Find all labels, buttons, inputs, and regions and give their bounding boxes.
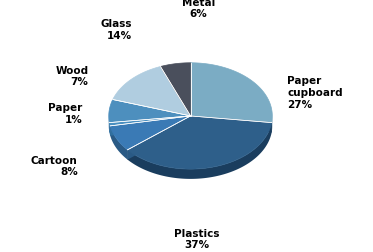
Polygon shape bbox=[128, 116, 272, 169]
Polygon shape bbox=[110, 116, 191, 136]
Polygon shape bbox=[160, 63, 191, 116]
Text: Paper
1%: Paper 1% bbox=[48, 104, 82, 125]
Text: Paper
cupboard
27%: Paper cupboard 27% bbox=[287, 76, 343, 110]
Text: Cartoon
8%: Cartoon 8% bbox=[31, 156, 78, 177]
Polygon shape bbox=[191, 116, 272, 132]
Text: Wood
7%: Wood 7% bbox=[55, 66, 88, 87]
Polygon shape bbox=[113, 67, 191, 116]
Polygon shape bbox=[128, 116, 191, 160]
Polygon shape bbox=[109, 116, 191, 126]
Polygon shape bbox=[109, 116, 191, 132]
Text: Metal
6%: Metal 6% bbox=[182, 0, 215, 19]
Text: Glass
14%: Glass 14% bbox=[100, 19, 132, 41]
Polygon shape bbox=[109, 116, 191, 132]
Text: Plastics
37%: Plastics 37% bbox=[174, 229, 220, 250]
Polygon shape bbox=[110, 116, 191, 136]
Polygon shape bbox=[191, 116, 272, 132]
Polygon shape bbox=[110, 126, 128, 160]
Polygon shape bbox=[128, 116, 191, 160]
Polygon shape bbox=[109, 122, 110, 136]
Polygon shape bbox=[109, 100, 191, 122]
Polygon shape bbox=[128, 122, 272, 179]
Polygon shape bbox=[110, 116, 191, 150]
Polygon shape bbox=[191, 63, 272, 122]
